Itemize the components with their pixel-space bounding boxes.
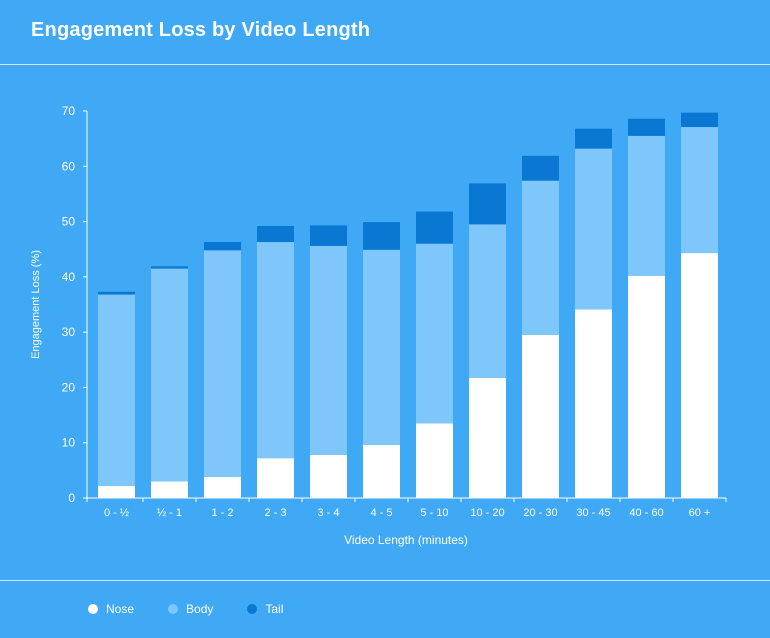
x-tick-label: 2 - 3 — [264, 507, 286, 519]
legend-swatch — [88, 604, 98, 614]
bar-body — [522, 180, 559, 335]
bar-body — [204, 250, 241, 477]
bar-nose — [469, 378, 506, 498]
bar-nose — [204, 476, 241, 498]
bar-body — [575, 148, 612, 310]
bar-tail — [681, 112, 718, 128]
bar-tail — [416, 211, 453, 244]
bar-nose — [98, 485, 135, 498]
bar-body — [310, 245, 347, 455]
y-tick-label: 60 — [62, 159, 76, 173]
legend-item-nose: Nose — [88, 602, 134, 616]
bar-body — [469, 224, 506, 379]
x-tick-label: 3 - 4 — [317, 507, 339, 519]
bar-nose — [681, 253, 718, 498]
bar-nose — [416, 423, 453, 498]
x-tick-label: ½ - 1 — [157, 507, 182, 519]
legend-item-tail: Tail — [247, 602, 283, 616]
y-tick-label: 10 — [62, 436, 76, 450]
bar-tail — [522, 155, 559, 181]
bar-tail — [151, 266, 188, 269]
legend-swatch — [168, 604, 179, 614]
y-tick-label: 20 — [62, 380, 76, 394]
x-axis-label: Video Length (minutes) — [344, 533, 468, 547]
x-tick-label: 0 - ½ — [104, 507, 129, 519]
legend-label: Tail — [265, 602, 284, 616]
bar-nose — [310, 454, 347, 498]
x-tick-label: 10 - 20 — [470, 507, 504, 519]
bar-nose — [151, 481, 188, 498]
bar-body — [151, 268, 188, 482]
header: Engagement Loss by Video Length — [0, 0, 770, 65]
bar-body — [628, 135, 665, 276]
y-axis-label: Engagement Loss (%) — [30, 250, 42, 359]
x-tick-label: 20 - 30 — [523, 507, 557, 519]
x-tick-label: 5 - 10 — [420, 507, 448, 519]
bar-body — [416, 243, 453, 424]
bar-body — [98, 294, 135, 486]
y-tick-label: 30 — [62, 325, 76, 339]
chart-plot: 0 10 20 30 40 50 60 70 Engagement Loss (%) 0 - ½ ½… — [30, 104, 727, 547]
bar-nose — [363, 444, 400, 498]
y-tick-label: 40 — [62, 270, 76, 284]
x-tick-label: 4 - 5 — [370, 507, 392, 519]
bar-nose — [575, 309, 612, 498]
chart-title: Engagement Loss by Video Length — [31, 19, 371, 41]
bar-body — [363, 249, 400, 445]
bar-tail — [469, 183, 506, 225]
bar-tail — [628, 118, 665, 136]
x-tick-label: 30 - 45 — [576, 507, 610, 519]
y-tick-label: 50 — [62, 215, 76, 229]
bar-body — [257, 242, 294, 459]
bar-tail — [575, 128, 612, 149]
y-tick-label: 70 — [62, 104, 76, 118]
legend: Nose Body Tail — [88, 602, 283, 616]
bar-tail — [310, 225, 347, 246]
y-tick-label: 0 — [68, 491, 75, 505]
bar-nose — [522, 334, 559, 498]
bar-tail — [98, 291, 135, 295]
bar-nose — [628, 275, 665, 498]
bar-body — [681, 127, 718, 254]
x-tick-label: 60 + — [689, 507, 711, 519]
legend-item-body: Body — [168, 602, 213, 616]
footer-divider — [0, 580, 770, 581]
bar-nose — [257, 458, 294, 498]
bar-tail — [257, 225, 294, 243]
legend-label: Nose — [106, 602, 135, 616]
legend-swatch — [247, 604, 258, 614]
legend-label: Body — [186, 602, 214, 616]
bar-tail — [363, 222, 400, 250]
bar-tail — [204, 242, 241, 251]
x-tick-label: 40 - 60 — [629, 507, 663, 519]
x-tick-label: 1 - 2 — [211, 507, 233, 519]
